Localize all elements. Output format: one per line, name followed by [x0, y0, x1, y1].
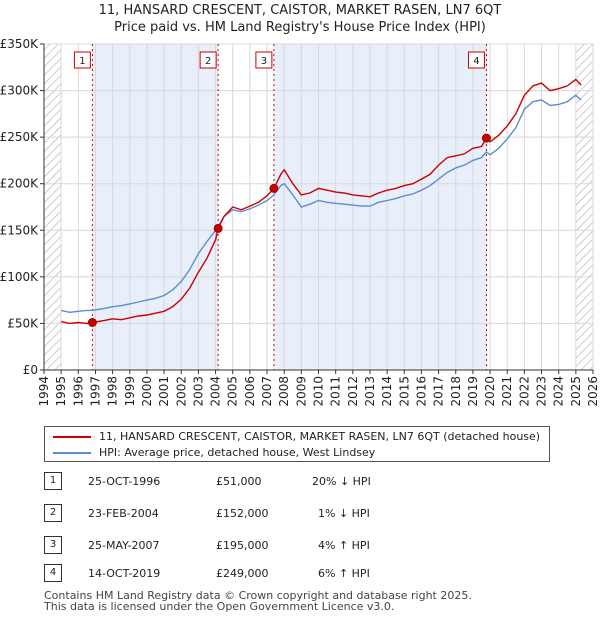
x-tick-label: 2026 [586, 376, 600, 407]
chart-legend: 11, HANSARD CRESCENT, CAISTOR, MARKET RA… [44, 426, 550, 462]
x-tick-label: 2024 [552, 376, 566, 407]
y-tick-label: £0 [23, 363, 38, 377]
sale-marker-label: 4 [473, 56, 479, 67]
transaction-date: 25-MAY-2007 [88, 539, 160, 552]
property-price-series-line [61, 78, 582, 325]
hpi-series-line [61, 94, 582, 314]
legend-swatch-hpi [53, 452, 91, 454]
ownership-period-band [273, 44, 487, 370]
footer-copyright: Contains HM Land Registry data © Crown c… [44, 590, 472, 612]
x-tick-label: 2019 [466, 376, 480, 407]
transaction-date: 14-OCT-2019 [88, 567, 161, 580]
transaction-date: 25-OCT-1996 [88, 475, 161, 488]
x-tick-label: 2010 [312, 376, 326, 407]
transaction-number: 1 [44, 472, 62, 490]
x-tick-label: 2008 [277, 376, 291, 407]
price-chart: 1 2 3 4 £0 £50K £100K £150K £200K £250K £300K £350… [0, 37, 600, 407]
legend-item-property: 11, HANSARD CRESCENT, CAISTOR, MARKET RA… [53, 429, 540, 445]
x-tick-label: 2025 [569, 376, 583, 407]
transaction-row: 3 25-MAY-2007 £195,000 4% ↑ HPI [44, 536, 564, 556]
y-tick-label: £100K [0, 270, 39, 284]
x-tick-label: 2020 [483, 376, 497, 407]
footer-line2: This data is licensed under the Open Gov… [44, 600, 395, 613]
y-tick-label: £350K [0, 37, 39, 51]
sale-marker-label: 3 [261, 56, 267, 67]
sale-point-marker [87, 317, 97, 327]
transaction-price: £51,000 [216, 475, 262, 488]
transaction-price: £195,000 [216, 539, 269, 552]
x-tick-label: 2011 [329, 376, 343, 407]
transaction-number: 3 [44, 536, 62, 554]
sale-point-marker [269, 183, 279, 193]
transaction-hpi: 6% ↑ HPI [318, 567, 370, 580]
footer-line1: Contains HM Land Registry data © Crown c… [44, 589, 472, 602]
y-tick-label: £50K [7, 316, 39, 330]
sale-marker-label-box [255, 51, 273, 69]
legend-label-property: 11, HANSARD CRESCENT, CAISTOR, MARKET RA… [99, 430, 541, 443]
sale-marker-label-box [73, 51, 91, 69]
transaction-number: 2 [44, 504, 62, 522]
y-tick-label: £250K [0, 130, 39, 144]
x-tick-label: 2009 [294, 376, 308, 407]
x-tick-label: 1999 [123, 376, 137, 407]
sale-marker-label-box [199, 51, 217, 69]
x-tick-label: 2007 [260, 376, 274, 407]
x-tick-label: 2001 [157, 376, 171, 407]
transaction-hpi: 1% ↓ HPI [318, 507, 370, 520]
transaction-date: 23-FEB-2004 [88, 507, 159, 520]
x-tick-label: 1998 [106, 376, 120, 407]
x-tick-label: 2006 [243, 376, 257, 407]
sale-marker-label: 1 [79, 56, 85, 67]
legend-swatch-property [53, 436, 91, 438]
chart-title-line1: 11, HANSARD CRESCENT, CAISTOR, MARKET RA… [98, 3, 502, 18]
sale-point-marker [481, 133, 491, 143]
x-tick-label: 2004 [209, 376, 223, 407]
x-tick-label: 2022 [517, 376, 531, 407]
x-tick-label: 1997 [88, 376, 102, 407]
no-data-hatch-region [44, 44, 62, 370]
transaction-row: 4 14-OCT-2019 £249,000 6% ↑ HPI [44, 564, 564, 584]
transaction-row: 2 23-FEB-2004 £152,000 1% ↓ HPI [44, 504, 564, 524]
x-tick-label: 2005 [226, 376, 240, 407]
x-tick-label: 2023 [535, 376, 549, 407]
sale-marker-label: 2 [205, 56, 211, 67]
x-tick-label: 2018 [449, 376, 463, 407]
sale-marker-label-box [467, 51, 485, 69]
legend-label-hpi: HPI: Average price, detached house, West… [99, 446, 376, 459]
x-tick-label: 2013 [363, 376, 377, 407]
ownership-period-band [92, 44, 219, 370]
no-data-hatch-region [575, 44, 593, 370]
transaction-price: £152,000 [216, 507, 269, 520]
x-tick-label: 1996 [71, 376, 85, 407]
x-tick-label: 2015 [397, 376, 411, 407]
transaction-row: 1 25-OCT-1996 £51,000 20% ↓ HPI [44, 472, 564, 492]
x-tick-label: 2012 [346, 376, 360, 407]
x-tick-label: 1995 [54, 376, 68, 407]
x-tick-label: 2017 [432, 376, 446, 407]
transaction-hpi: 20% ↓ HPI [312, 475, 371, 488]
transaction-number: 4 [44, 564, 62, 582]
x-tick-label: 2014 [380, 376, 394, 407]
sale-point-marker [213, 223, 223, 233]
x-tick-label: 2002 [174, 376, 188, 407]
y-tick-label: £200K [0, 177, 39, 191]
x-tick-label: 1994 [37, 376, 51, 407]
x-tick-label: 2021 [500, 376, 514, 407]
legend-item-hpi: HPI: Average price, detached house, West… [53, 445, 375, 461]
x-tick-label: 2000 [140, 376, 154, 407]
y-tick-label: £150K [0, 223, 39, 237]
transaction-price: £249,000 [216, 567, 269, 580]
x-tick-label: 2016 [414, 376, 428, 407]
y-tick-label: £300K [0, 84, 39, 98]
transaction-hpi: 4% ↑ HPI [318, 539, 370, 552]
x-tick-label: 2003 [191, 376, 205, 407]
chart-title-line2: Price paid vs. HM Land Registry's House … [114, 20, 486, 35]
